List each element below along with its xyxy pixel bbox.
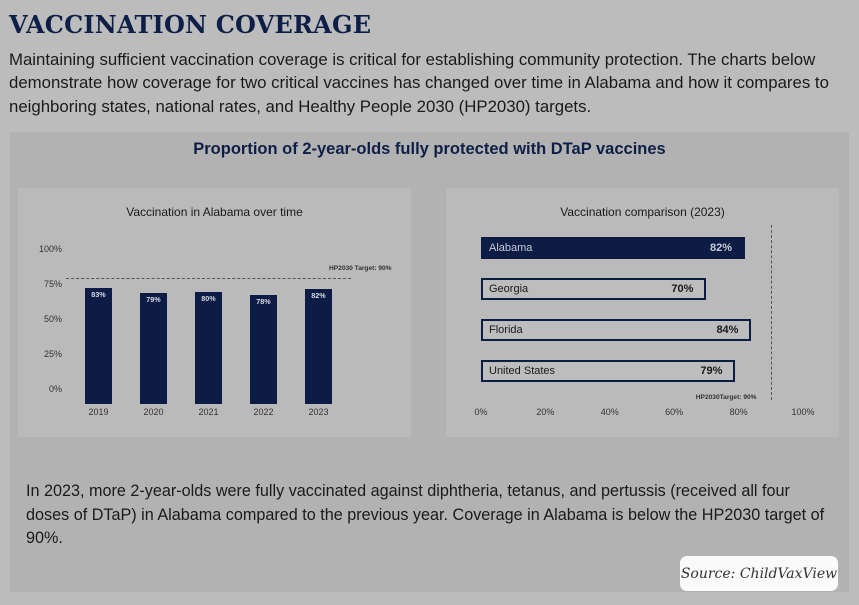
x-tick-label: 2020 [130, 407, 177, 417]
target-label: HP2030Target: 90% [696, 394, 757, 401]
comparison-chart-title: Vaccination comparison (2023) [446, 205, 839, 219]
target-line [771, 225, 772, 400]
hbar-value-label: 84% [716, 324, 738, 336]
hbar-value-label: 70% [671, 283, 693, 295]
hbar: United States 79% [481, 360, 735, 382]
bar [195, 292, 222, 404]
bar [305, 289, 332, 404]
x-tick-label: 80% [719, 407, 759, 417]
hbar-value-label: 79% [700, 365, 722, 377]
source-badge: Source: ChildVaxView [680, 556, 838, 591]
bar [250, 295, 277, 404]
time-chart-title: Vaccination in Alabama over time [18, 205, 411, 219]
hbar: Alabama 82% [481, 237, 745, 259]
x-tick-label: 40% [590, 407, 630, 417]
bar-value-label: 79% [140, 295, 167, 304]
bar-value-label: 82% [305, 291, 332, 300]
hbar: Georgia 70% [481, 278, 706, 300]
bar [140, 293, 167, 404]
summary-text: In 2023, more 2-year-olds were fully vac… [26, 480, 836, 551]
y-tick-label: 75% [24, 279, 62, 289]
hbar-category-label: United States [489, 365, 555, 377]
bar-value-label: 78% [250, 297, 277, 306]
bar-value-label: 83% [85, 290, 112, 299]
page-title: VACCINATION COVERAGE [9, 10, 371, 39]
hbar-category-label: Florida [489, 324, 523, 336]
x-tick-label: 60% [654, 407, 694, 417]
hbar-category-label: Alabama [489, 242, 532, 254]
bar-value-label: 80% [195, 294, 222, 303]
y-tick-label: 100% [24, 244, 62, 254]
target-label: HP2030 Target: 90% [329, 265, 392, 272]
target-line [66, 278, 351, 279]
panel-title: Proportion of 2-year-olds fully protecte… [0, 140, 859, 159]
x-tick-label: 2022 [240, 407, 287, 417]
x-tick-label: 2021 [185, 407, 232, 417]
hbar: Florida 84% [481, 319, 751, 341]
hbar-category-label: Georgia [489, 283, 528, 295]
x-tick-label: 2023 [295, 407, 342, 417]
x-tick-label: 20% [525, 407, 565, 417]
x-tick-label: 100% [783, 407, 823, 417]
x-tick-label: 0% [461, 407, 501, 417]
intro-text: Maintaining sufficient vaccination cover… [9, 48, 849, 118]
hbar-value-label: 82% [710, 242, 732, 254]
x-tick-label: 2019 [75, 407, 122, 417]
y-tick-label: 0% [24, 384, 62, 394]
bar [85, 288, 112, 404]
y-tick-label: 25% [24, 349, 62, 359]
y-tick-label: 50% [24, 314, 62, 324]
comparison-chart-card [446, 188, 839, 437]
